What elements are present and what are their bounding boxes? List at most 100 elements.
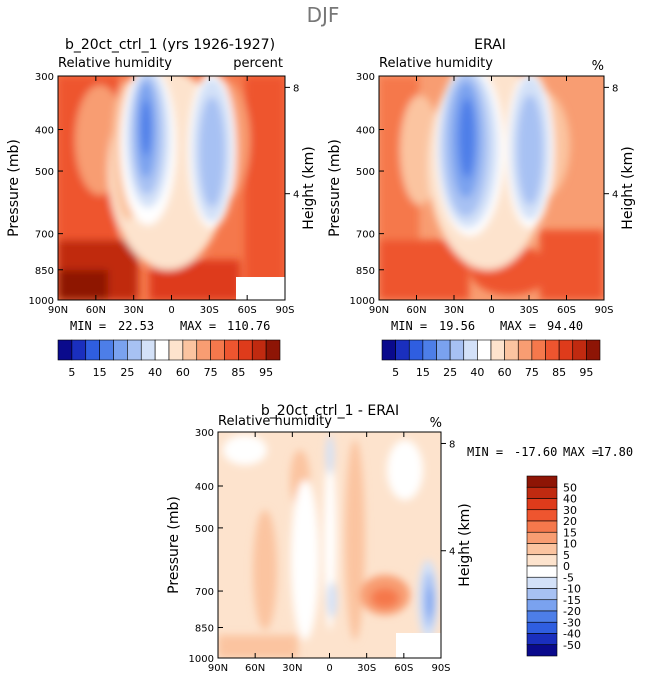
x-tick-label: 60N	[406, 305, 426, 316]
x-tick-label: 90S	[275, 305, 294, 316]
panel-title: b_20ct_ctrl_1 (yrs 1926-1927)	[65, 37, 275, 53]
x-tick-label: 30S	[200, 305, 219, 316]
colorbar-label: 95	[259, 366, 273, 379]
colorbar-swatch	[449, 339, 465, 361]
colorbar-swatch	[99, 339, 114, 361]
min-label: MIN =	[391, 319, 427, 333]
axes: 90N 60N 30N 0 30S 60S 90S 300 400 500 700 850 1000 8 4…	[327, 72, 636, 316]
x-tick-label: 60S	[238, 305, 257, 316]
colorbar-swatch	[526, 576, 558, 589]
min-value: 22.53	[118, 319, 154, 333]
colorbar-swatch	[572, 339, 587, 361]
colorbar-swatch	[526, 498, 558, 511]
colorbar-swatch	[526, 531, 558, 544]
colorbar-swatch	[251, 339, 267, 361]
x-tick-label: 0	[168, 305, 174, 316]
colorbar-label: 40	[563, 493, 577, 506]
axes: 90N 60N 30N 0 30S 60S 90S 300 400 500 700 850 1000 8 4…	[6, 72, 317, 316]
heatmap-field	[58, 76, 285, 300]
x-tick-label: 90S	[594, 305, 613, 316]
x-tick-label: 30N	[282, 663, 302, 674]
colorbar-swatch	[463, 339, 478, 361]
y-tick-label: 500	[195, 524, 214, 535]
panel-title: ERAI	[474, 37, 506, 53]
y-axis-label: Pressure (mb)	[327, 139, 343, 237]
colorbar-label: 75	[204, 366, 218, 379]
y-tick-label: 1000	[350, 296, 375, 307]
colorbar-swatch	[422, 339, 437, 361]
max-value: 17.80	[597, 445, 633, 459]
min-label: MIN =	[467, 445, 503, 459]
panel-right-label: %	[430, 416, 442, 431]
colorbar-label: 30	[563, 504, 577, 517]
colorbar-swatch	[85, 339, 100, 361]
y-axis-label: Pressure (mb)	[6, 139, 22, 237]
colorbar-swatch	[545, 339, 560, 361]
x-tick-label: 30N	[444, 305, 464, 316]
y-tick-label: 700	[356, 230, 375, 241]
min-value: -17.60	[514, 445, 557, 459]
colorbar-swatch	[57, 339, 73, 361]
colorbar-swatch	[154, 339, 170, 361]
colorbar-label: 25	[120, 366, 134, 379]
panel-model: b_20ct_ctrl_1 (yrs 1926-1927) Relative h…	[6, 37, 317, 379]
y-tick-label: 850	[195, 623, 214, 634]
colorbar-label: -10	[563, 583, 581, 596]
max-value: 94.40	[547, 319, 583, 333]
colorbar-swatch	[490, 339, 505, 361]
panel-obs: ERAI Relative humidity %	[327, 37, 636, 379]
y-tick-label: 400	[35, 126, 54, 137]
max-label: MAX =	[180, 319, 216, 333]
colorbar-label: 15	[563, 526, 577, 539]
panel-right-label: percent	[233, 56, 283, 71]
colorbar-swatch	[526, 610, 558, 623]
max-label: MAX =	[500, 319, 536, 333]
colorbar-swatch	[477, 339, 492, 361]
colorbar-swatch	[210, 339, 225, 361]
colorbar-swatch	[526, 621, 558, 634]
y-tick-label: 300	[356, 72, 375, 83]
y-tick-label: 1000	[189, 654, 214, 665]
colorbar-label: 5	[392, 366, 399, 379]
x-tick-label: 30N	[124, 305, 144, 316]
min-value: 19.56	[439, 319, 475, 333]
y2-tick-label: 4	[293, 190, 299, 201]
y2-axis-label: Height (km)	[457, 503, 473, 586]
colorbar-label: -15	[563, 594, 581, 607]
colorbar-label: 0	[563, 560, 570, 573]
y-tick-label: 850	[356, 266, 375, 277]
colorbar-swatch	[113, 339, 128, 361]
colorbar-label: 10	[563, 538, 577, 551]
colorbar-label: 15	[93, 366, 107, 379]
colorbar-swatch	[408, 339, 424, 361]
y-tick-label: 1000	[29, 296, 54, 307]
colorbar-label: 60	[498, 366, 512, 379]
colorbar-label: 40	[470, 366, 484, 379]
colorbar-swatch	[182, 339, 198, 361]
colorbar-swatch	[224, 339, 239, 361]
y-tick-label: 500	[356, 167, 375, 178]
y-tick-label: 300	[195, 428, 214, 439]
colorbar-swatch	[526, 520, 558, 533]
colorbar-swatch	[238, 339, 253, 361]
panel-right-label: %	[592, 59, 604, 74]
colorbar-swatch	[526, 565, 558, 578]
x-tick-label: 90N	[208, 663, 228, 674]
colorbar-swatch	[436, 339, 451, 361]
panel-left-label: Relative humidity	[379, 56, 493, 71]
colorbar-label: 60	[176, 366, 190, 379]
colorbar: 5 15 25 40 60 75 85 95	[57, 339, 281, 379]
colorbar-swatch	[381, 339, 396, 361]
colorbar-swatch	[526, 543, 558, 556]
colorbar-label: 95	[579, 366, 593, 379]
x-tick-label: 30S	[357, 663, 376, 674]
x-tick-label: 90S	[431, 663, 450, 674]
colorbar-swatch	[526, 554, 558, 567]
colorbar-swatch	[504, 339, 519, 361]
colorbar-label: 50	[563, 481, 577, 494]
y-tick-label: 700	[195, 587, 214, 598]
max-label: MAX =	[563, 445, 599, 459]
x-tick-label: 60N	[86, 305, 106, 316]
colorbar-label: 75	[525, 366, 539, 379]
